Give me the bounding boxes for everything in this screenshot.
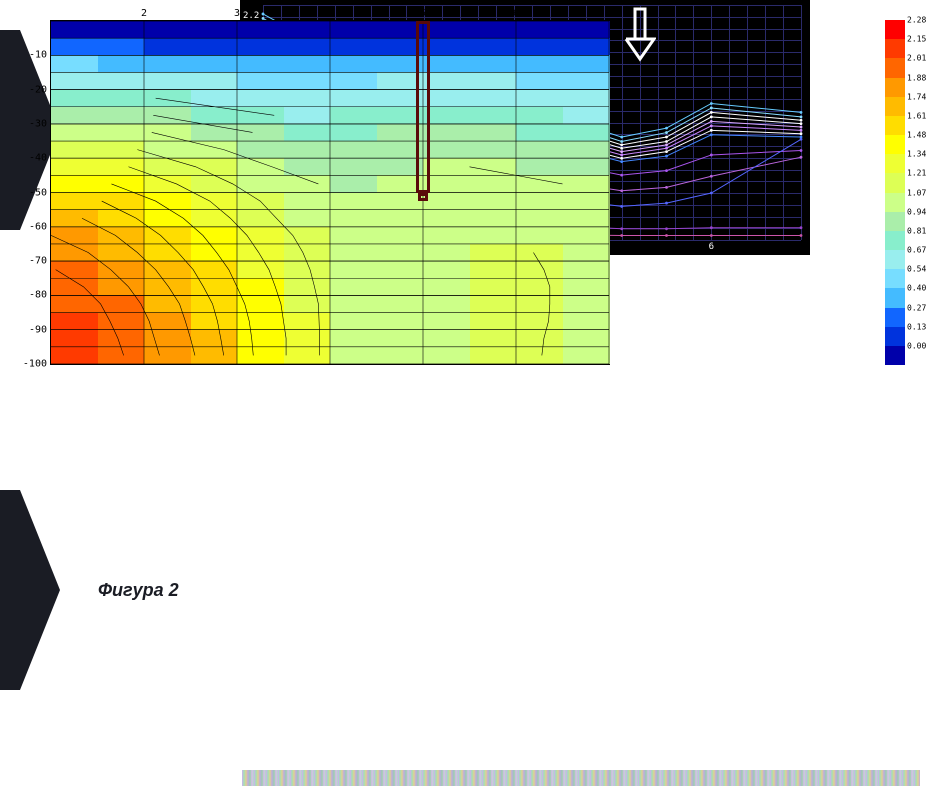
- heatmap-legend: 2.282.152.011.881.741.611.481.341.211.07…: [885, 20, 940, 365]
- legend-swatch: [885, 193, 905, 213]
- x-tick-label: 5: [420, 8, 426, 19]
- legend-swatch: [885, 231, 905, 251]
- legend-label: 1.48: [907, 131, 926, 140]
- y-tick-label: -90: [29, 324, 47, 335]
- legend-swatch: [885, 288, 905, 308]
- down-arrow-icon: [624, 7, 656, 67]
- well-marker-tip: [418, 193, 428, 201]
- y-tick-label: -80: [29, 290, 47, 301]
- legend-label: 0.40: [907, 284, 926, 293]
- legend-swatch: [885, 78, 905, 98]
- legend-label: 0.81: [907, 226, 926, 235]
- y-tick-label: -70: [29, 256, 47, 267]
- pointer-shape: [0, 490, 60, 690]
- noise-strip: [242, 770, 920, 786]
- figure2-heatmap: -10-20-30-40-50-60-70-80-90-100234567 2.…: [0, 0, 680, 380]
- legend-swatch: [885, 250, 905, 270]
- legend-label: 1.74: [907, 92, 926, 101]
- legend-swatch: [885, 327, 905, 347]
- legend-swatch: [885, 346, 905, 366]
- y-tick-label: -40: [29, 153, 47, 164]
- legend-label: 1.61: [907, 111, 926, 120]
- x-tick-label: 3: [234, 8, 240, 19]
- y-tick-label: -10: [29, 50, 47, 61]
- legend-swatch: [885, 116, 905, 136]
- legend-label: 0.27: [907, 303, 926, 312]
- y-tick-label: -50: [29, 187, 47, 198]
- legend-label: 0.00: [907, 341, 926, 350]
- legend-label: 1.07: [907, 188, 926, 197]
- legend-label: 1.34: [907, 150, 926, 159]
- y-tick-label: -20: [29, 84, 47, 95]
- legend-label: 1.21: [907, 169, 926, 178]
- x-tick-label: 2: [141, 8, 147, 19]
- x-tick-label: 6: [513, 8, 519, 19]
- pointer-block-2: [0, 490, 60, 690]
- x-tick-label: 7: [606, 8, 612, 19]
- legend-label: 2.28: [907, 16, 926, 25]
- legend-label: 2.01: [907, 54, 926, 63]
- legend-swatch: [885, 58, 905, 78]
- legend-swatch: [885, 212, 905, 232]
- y-tick-label: -30: [29, 118, 47, 129]
- y-tick-label: -60: [29, 221, 47, 232]
- legend-label: 0.13: [907, 322, 926, 331]
- legend-label: 0.67: [907, 246, 926, 255]
- legend-label: 0.94: [907, 207, 926, 216]
- legend-swatch: [885, 269, 905, 289]
- well-marker: [416, 21, 430, 193]
- legend-swatch: [885, 20, 905, 40]
- x-tick-label: 4: [327, 8, 333, 19]
- legend-swatch: [885, 39, 905, 59]
- figure2-label: Фигура 2: [98, 580, 179, 601]
- legend-label: 0.54: [907, 265, 926, 274]
- heatmap-plot-area: -10-20-30-40-50-60-70-80-90-100234567: [50, 20, 610, 365]
- legend-swatch: [885, 173, 905, 193]
- y-tick-label: -100: [23, 359, 47, 370]
- legend-label: 1.88: [907, 73, 926, 82]
- legend-swatch: [885, 308, 905, 328]
- legend-swatch: [885, 97, 905, 117]
- legend-swatch: [885, 154, 905, 174]
- legend-swatch: [885, 135, 905, 155]
- legend-label: 2.15: [907, 35, 926, 44]
